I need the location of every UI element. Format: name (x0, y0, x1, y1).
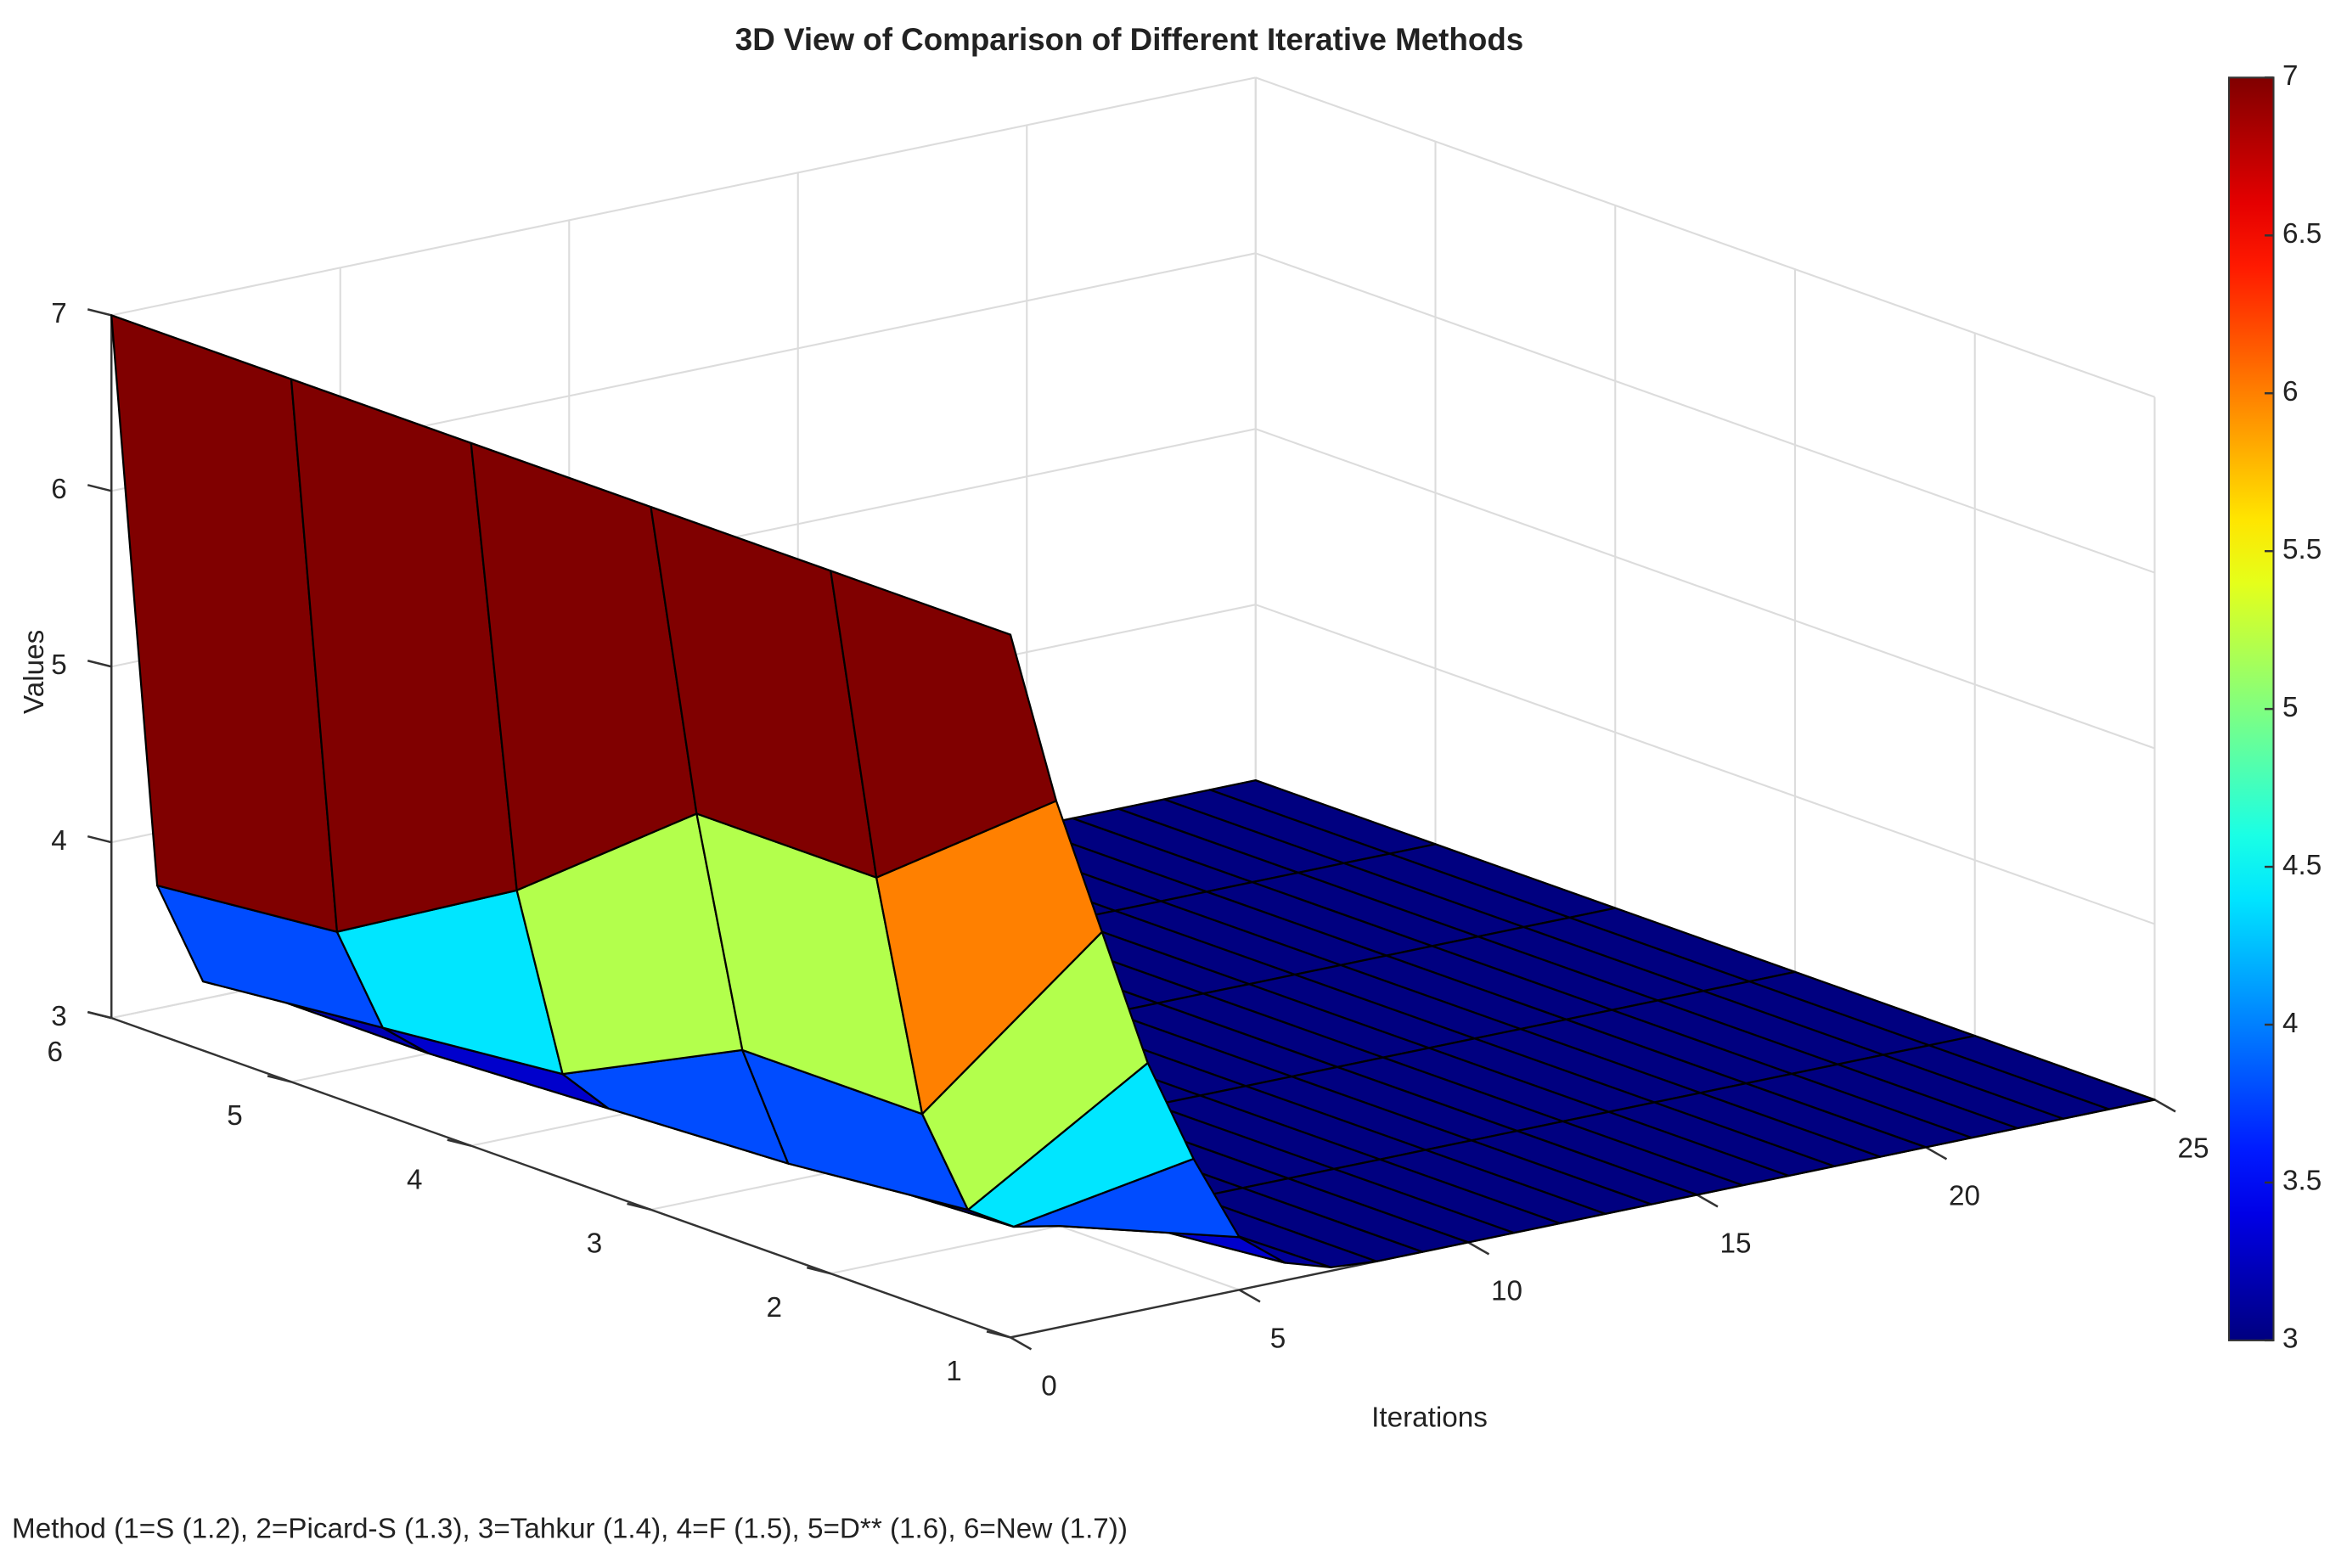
colorbar-tick-label: 5 (2282, 692, 2299, 723)
x-tick-label: 10 (1491, 1276, 1522, 1307)
colorbar-tick-label: 3.5 (2282, 1166, 2322, 1197)
z-tick-label: 3 (51, 1001, 67, 1032)
grid-line (1255, 76, 2155, 398)
y-tick-label: 1 (946, 1356, 962, 1387)
z-tick (87, 484, 112, 492)
y-tick-label: 2 (767, 1292, 783, 1324)
x-tick (1467, 1241, 1490, 1256)
y-tick (267, 1075, 292, 1083)
grid-line (1255, 604, 2155, 925)
x-tick (1010, 1336, 1033, 1351)
x-axis-label: Iterations (1371, 1402, 1488, 1433)
x-tick (1925, 1146, 1948, 1161)
y-tick-label: 4 (407, 1164, 423, 1195)
grid-line (111, 76, 1256, 317)
y-tick-label: 3 (587, 1228, 603, 1260)
colorbar-tick-label: 7 (2282, 60, 2299, 92)
x-tick-label: 15 (1720, 1228, 1752, 1260)
colorbar-tick-label: 4.5 (2282, 850, 2322, 881)
grid-line (1255, 428, 2155, 750)
surface-face (830, 570, 1058, 879)
z-axis-label: Values (19, 630, 50, 714)
z-tick (87, 308, 112, 317)
colorbar-tick-label: 3 (2282, 1324, 2299, 1355)
y-tick-label: 6 (48, 1037, 64, 1068)
x-tick-label: 20 (1949, 1181, 1980, 1212)
chart-title: 3D View of Comparison of Different Itera… (735, 22, 1523, 57)
grid-line (1255, 252, 2155, 574)
z-tick-label: 7 (51, 298, 67, 329)
colorbar-tick-label: 5.5 (2282, 534, 2322, 565)
z-tick-label: 5 (51, 649, 67, 681)
x-tick (2153, 1099, 2176, 1113)
colorbar-tick-label: 6.5 (2282, 218, 2322, 250)
z-tick-label: 4 (51, 825, 67, 857)
y-tick (986, 1330, 1011, 1339)
x-tick-label: 5 (1270, 1324, 1286, 1355)
z-tick (87, 660, 112, 668)
x-tick-label: 0 (1041, 1371, 1057, 1402)
x-tick (1696, 1194, 1719, 1208)
x-tick-label: 25 (2178, 1133, 2209, 1165)
colorbar-tick-label: 6 (2282, 376, 2299, 407)
colorbar-tick-label: 4 (2282, 1008, 2299, 1039)
y-axis (110, 1016, 1011, 1339)
z-tick (87, 1010, 112, 1020)
y-tick (806, 1266, 831, 1275)
z-tick-label: 6 (51, 474, 67, 505)
y-tick (447, 1138, 472, 1147)
y-tick (627, 1202, 651, 1211)
y-tick-label: 5 (227, 1100, 243, 1132)
y-axis-label: Method (1=S (1.2), 2=Picard-S (1.3), 3=T… (12, 1514, 1128, 1545)
x-tick (1238, 1289, 1261, 1303)
z-tick (87, 835, 112, 844)
